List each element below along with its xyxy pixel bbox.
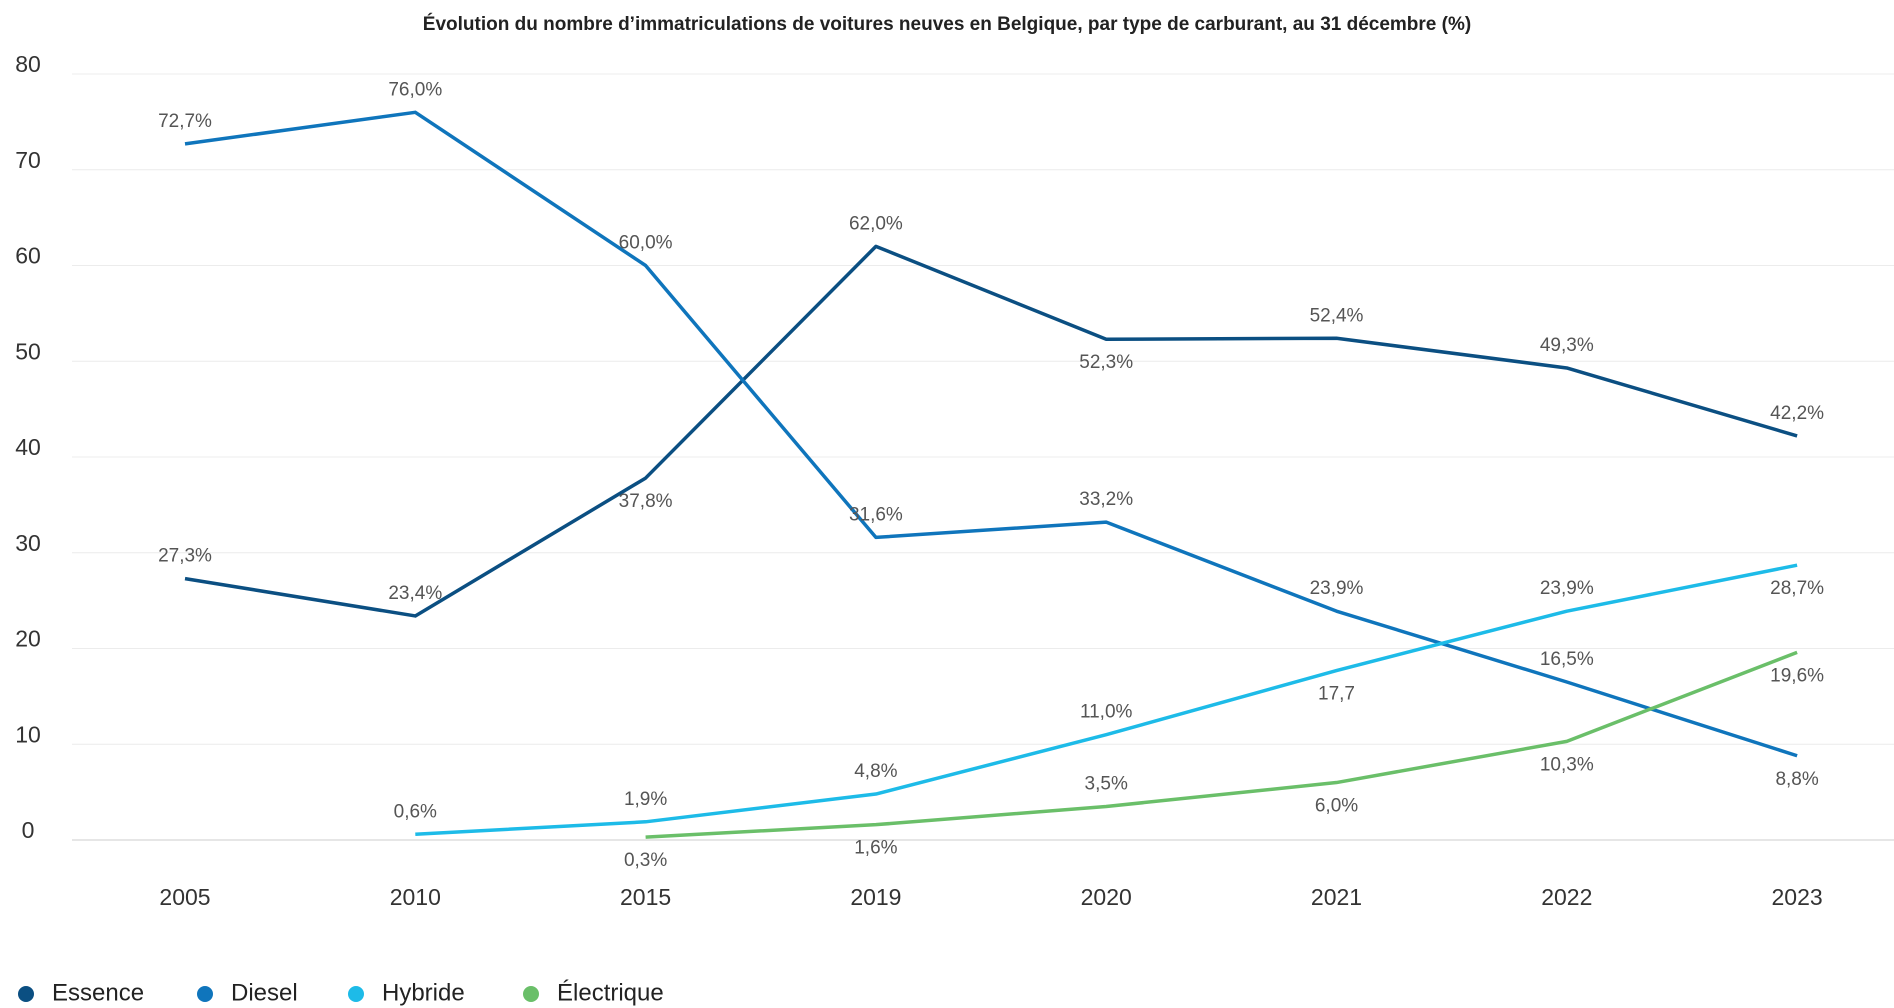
- data-label: 19,6%: [1770, 665, 1824, 686]
- x-tick-label: 2020: [1081, 884, 1132, 910]
- data-label: 8,8%: [1775, 769, 1818, 790]
- data-label: 6,0%: [1315, 796, 1358, 817]
- legend-swatch: [523, 986, 539, 1002]
- y-tick-label: 20: [15, 626, 41, 652]
- y-tick-label: 50: [15, 338, 41, 364]
- legend-label: Diesel: [231, 979, 298, 1006]
- legend-swatch: [348, 986, 364, 1002]
- data-label: 0,3%: [624, 850, 667, 871]
- data-label: 3,5%: [1085, 774, 1128, 795]
- data-label: 31,6%: [849, 504, 903, 525]
- data-label: 62,0%: [849, 213, 903, 234]
- x-tick-label: 2023: [1772, 884, 1823, 910]
- legend-label: Électrique: [557, 979, 664, 1006]
- x-tick-label: 2005: [159, 884, 210, 910]
- legend-swatch: [197, 986, 213, 1002]
- data-label: 76,0%: [388, 79, 442, 100]
- y-tick-label: 40: [15, 434, 41, 460]
- data-label: 17,7: [1318, 684, 1355, 705]
- y-tick-label: 70: [15, 147, 41, 173]
- series-line: [645, 650, 1798, 839]
- data-label: 23,9%: [1310, 578, 1364, 599]
- series-line: [184, 110, 1798, 758]
- series-line: [415, 563, 1798, 837]
- data-label: 16,5%: [1540, 649, 1594, 670]
- series-line: [184, 244, 1798, 618]
- legend-label: Hybride: [382, 979, 465, 1006]
- data-label: 23,4%: [388, 583, 442, 604]
- chart-title: Évolution du nombre d’immatriculations d…: [423, 13, 1471, 35]
- data-label: 4,8%: [854, 761, 897, 782]
- data-label: 60,0%: [619, 233, 673, 254]
- data-label: 49,3%: [1540, 335, 1594, 356]
- y-tick-label: 30: [15, 530, 41, 556]
- data-label: 0,6%: [394, 801, 437, 822]
- data-label: 10,3%: [1540, 754, 1594, 775]
- data-label: 72,7%: [158, 111, 212, 132]
- y-tick-label: 80: [15, 51, 41, 77]
- data-label: 52,3%: [1079, 352, 1133, 373]
- data-label: 1,6%: [854, 838, 897, 859]
- legend-swatch: [18, 986, 34, 1002]
- x-tick-label: 2015: [620, 884, 671, 910]
- y-tick-label: 10: [15, 721, 41, 747]
- data-label: 27,3%: [158, 546, 212, 567]
- x-tick-label: 2022: [1541, 884, 1592, 910]
- data-label: 37,8%: [619, 491, 673, 512]
- y-tick-label: 60: [15, 243, 41, 269]
- legend-label: Essence: [52, 979, 144, 1006]
- data-label: 11,0%: [1080, 702, 1133, 723]
- data-label: 23,9%: [1540, 578, 1594, 599]
- x-tick-label: 2019: [850, 884, 901, 910]
- data-label: 33,2%: [1079, 489, 1133, 510]
- data-label: 1,9%: [624, 789, 667, 810]
- data-label: 42,2%: [1770, 403, 1824, 424]
- data-label: 28,7%: [1770, 578, 1824, 599]
- y-tick-label: 0: [22, 817, 35, 843]
- x-tick-label: 2010: [390, 884, 441, 910]
- data-label: 52,4%: [1310, 305, 1364, 326]
- x-tick-label: 2021: [1311, 884, 1362, 910]
